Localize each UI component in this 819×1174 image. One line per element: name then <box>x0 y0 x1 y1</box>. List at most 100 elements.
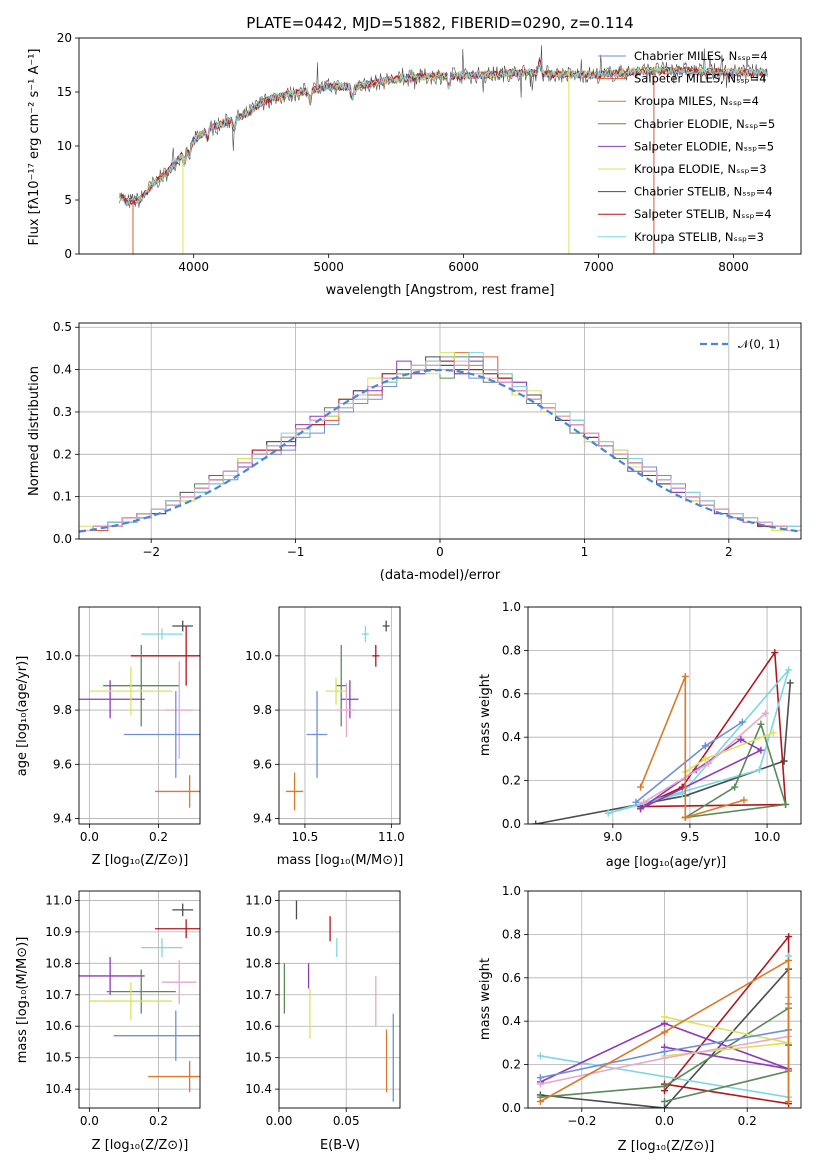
y-tick-label: 11.0 <box>45 893 72 907</box>
plus-marker <box>637 805 645 813</box>
y-tick-label: 9.4 <box>253 812 272 826</box>
panel-7: −0.2 0.0 0.2 0.0 0.2 0.4 0.6 0.8 1.0 <box>502 884 802 1128</box>
y-tick-label: 10.4 <box>45 1082 72 1096</box>
plus-marker <box>536 1097 544 1105</box>
plus-marker <box>740 796 748 804</box>
y-tick-label: 10.7 <box>45 988 72 1002</box>
x-tick-label: −1 <box>287 545 305 559</box>
y-tick-label: 9.6 <box>253 757 272 771</box>
plus-marker <box>737 735 745 743</box>
plus-marker <box>785 956 793 964</box>
plus-marker <box>661 1028 668 1036</box>
y-tick-label: 0.4 <box>53 363 72 377</box>
y-tick-label: 10.7 <box>245 988 272 1002</box>
y-tick-label: 20 <box>57 31 72 45</box>
histogram-step-line <box>79 360 801 531</box>
z-age-ylabel: age [log₁₀(age/yr)] <box>15 656 30 777</box>
x-tick-label: 1 <box>581 545 589 559</box>
y-tick-label: 9.8 <box>53 703 72 717</box>
x-tick-label: 5000 <box>313 260 344 274</box>
y-tick-label: 1.0 <box>502 600 521 614</box>
z-weight-xlabel: Z [log₁₀(Z/Z⊙)] <box>618 1139 715 1154</box>
plus-marker <box>632 798 640 806</box>
x-tick-label: 8000 <box>718 260 749 274</box>
y-tick-label: 0.2 <box>502 1058 521 1072</box>
y-tick-label: 0.4 <box>502 730 521 744</box>
y-tick-label: 0 <box>64 247 72 261</box>
y-tick-label: 0.0 <box>502 1101 521 1115</box>
panel-5: 0.0 0.2 10.4 10.5 10.6 10.7 10.8 10.9 11.0 <box>45 890 201 1128</box>
y-tick-label: 0.1 <box>53 490 72 504</box>
legend-label: Salpeter MILES, Nₛₛₚ=4 <box>634 72 767 86</box>
legend-label: Kroupa STELIB, Nₛₛₚ=3 <box>634 230 764 244</box>
y-tick-label: 10.5 <box>45 1051 72 1065</box>
weight-series-line <box>540 1022 789 1083</box>
residual-ylabel: Normed distribution <box>27 366 42 496</box>
panel-2: 0.0 0.2 9.4 9.6 9.8 10.0 <box>45 606 201 844</box>
y-tick-label: 15 <box>57 85 72 99</box>
panel-4: 9.0 9.5 10.0 0.0 0.2 0.4 0.6 0.8 1.0 <box>502 600 802 844</box>
plus-marker <box>640 798 648 806</box>
plus-marker <box>536 1052 544 1060</box>
y-tick-label: 0.6 <box>502 971 521 985</box>
x-tick-label: 0.00 <box>266 1114 293 1128</box>
axes-frame <box>278 890 401 1109</box>
spectrum-legend: Chabrier MILES, Nₛₛₚ=4 Salpeter MILES, Nₛ… <box>598 49 775 244</box>
legend-label: Chabrier MILES, Nₛₛₚ=4 <box>634 49 768 63</box>
plus-marker <box>769 729 777 737</box>
plus-marker <box>755 766 763 774</box>
axes-frame <box>78 37 802 255</box>
y-tick-label: 0.2 <box>502 774 521 788</box>
y-tick-label: 1.0 <box>502 884 521 898</box>
y-tick-label: 0.2 <box>53 447 72 461</box>
legend-label: Salpeter ELODIE, Nₛₛₚ=5 <box>634 139 774 153</box>
plus-marker <box>762 709 770 717</box>
legend-label: Chabrier ELODIE, Nₛₛₚ=5 <box>634 117 775 131</box>
plus-marker <box>604 809 612 817</box>
x-tick-label: 0.05 <box>333 1114 360 1128</box>
z-weight-ylabel: mass weight <box>478 958 493 1040</box>
y-tick-label: 10.0 <box>245 649 272 663</box>
weight-series-line <box>684 721 787 819</box>
spectrum-ylabel: Flux [fλ10⁻¹⁷ erg cm⁻² s⁻¹ A⁻¹] <box>27 49 42 246</box>
panel-3: 10.5 11.0 9.4 9.6 9.8 10.0 <box>245 606 405 844</box>
plus-marker <box>785 666 793 674</box>
plus-marker <box>701 742 709 750</box>
x-tick-label: 0 <box>436 545 444 559</box>
spectrum-lines <box>119 45 768 254</box>
x-tick-label: −0.2 <box>567 1114 596 1128</box>
plus-marker <box>661 1082 668 1090</box>
errorbar-group <box>285 620 390 811</box>
y-tick-label: 10.5 <box>245 1051 272 1065</box>
y-tick-label: 0.6 <box>502 687 521 701</box>
plus-marker <box>738 718 746 726</box>
x-tick-label: 10.5 <box>292 830 319 844</box>
legend-label: Salpeter STELIB, Nₛₛₚ=4 <box>634 207 772 221</box>
x-tick-label: 9.0 <box>603 830 622 844</box>
plus-marker <box>681 813 689 821</box>
y-tick-label: 10.6 <box>245 1019 272 1033</box>
axes-frame <box>78 606 201 825</box>
axes-frame <box>527 890 802 1109</box>
errorbar-group <box>79 903 200 1093</box>
x-tick-label: 9.5 <box>680 830 699 844</box>
plus-marker <box>661 1104 668 1108</box>
plus-marker <box>782 800 790 808</box>
x-tick-label: 11.0 <box>378 830 405 844</box>
y-tick-label: 0.4 <box>502 1014 521 1028</box>
plus-marker <box>681 672 689 680</box>
y-tick-label: 0.5 <box>53 320 72 334</box>
plus-marker <box>757 746 765 754</box>
weight-series-line <box>643 712 767 803</box>
plus-marker <box>786 679 794 687</box>
panel-6: 0.00 0.05 10.4 10.5 10.6 10.7 10.8 10.9 11.0 <box>245 890 401 1128</box>
x-tick-label: 0.0 <box>80 830 99 844</box>
axes-frame <box>527 606 802 825</box>
y-tick-label: 0.8 <box>502 643 521 657</box>
y-tick-label: 10 <box>57 139 72 153</box>
x-tick-label: 0.2 <box>149 830 168 844</box>
z-mass-ylabel: mass [log₁₀(M/M⊙)] <box>15 937 30 1064</box>
weight-series-line <box>540 959 790 1103</box>
y-tick-label: 0.8 <box>502 927 521 941</box>
errorbar-group <box>283 900 394 1102</box>
